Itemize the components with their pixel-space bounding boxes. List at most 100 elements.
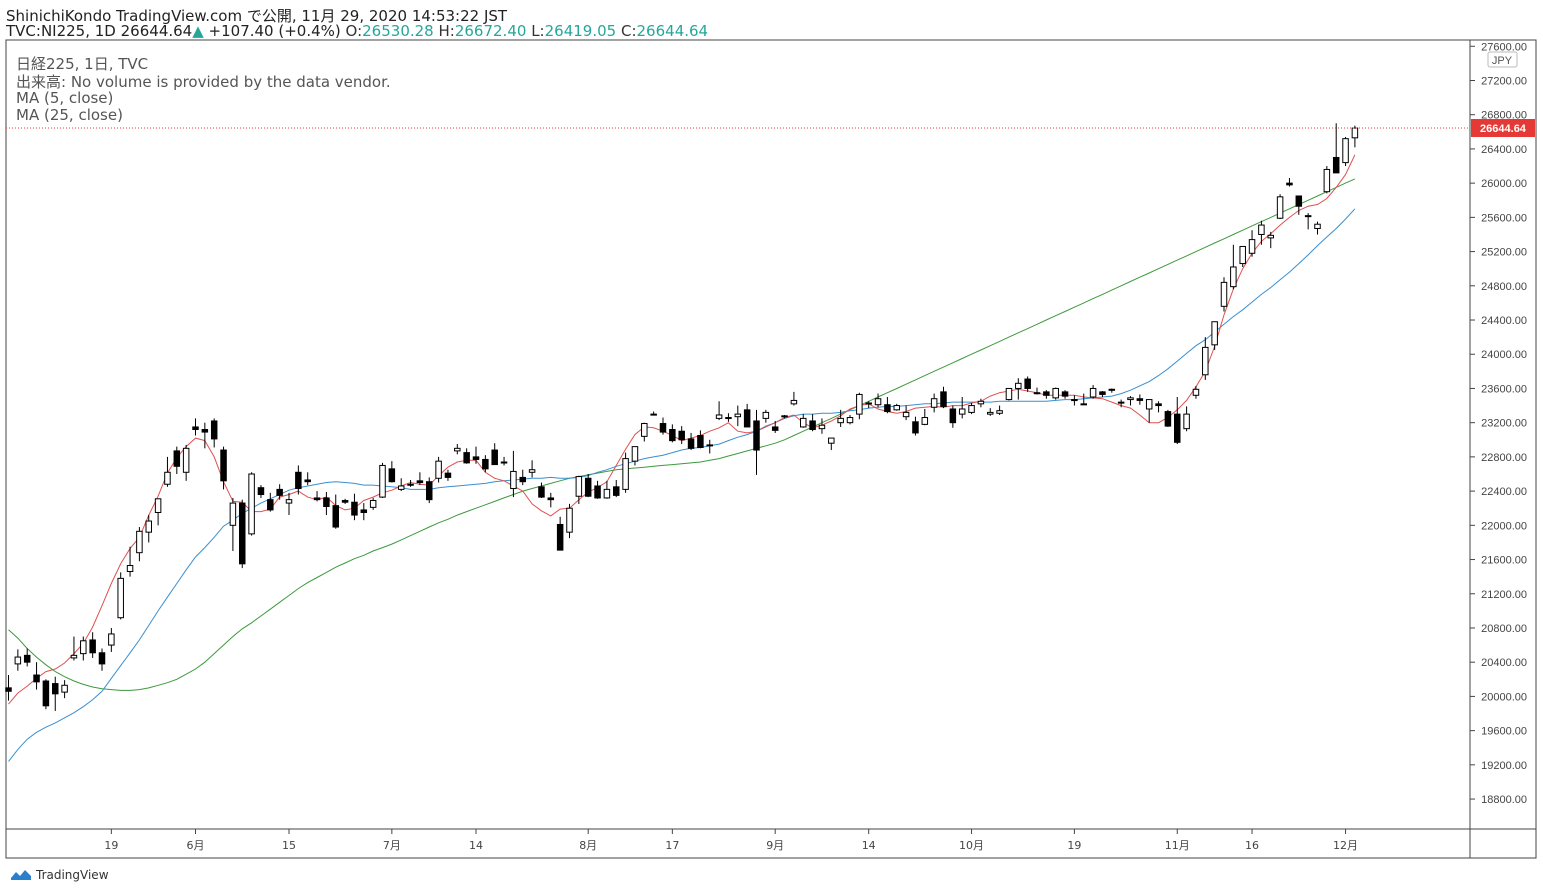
candle[interactable]: [641, 422, 648, 442]
candle[interactable]: [940, 386, 947, 409]
candle[interactable]: [239, 499, 246, 569]
candle[interactable]: [257, 485, 265, 498]
candle[interactable]: [182, 444, 190, 481]
candle[interactable]: [846, 414, 854, 425]
candle[interactable]: [42, 679, 50, 710]
candle[interactable]: [136, 527, 143, 562]
candle[interactable]: [1043, 390, 1050, 399]
candle[interactable]: [603, 480, 611, 499]
candle[interactable]: [70, 636, 78, 661]
candle[interactable]: [89, 632, 96, 658]
candle[interactable]: [332, 494, 339, 529]
candle[interactable]: [1089, 385, 1097, 399]
legend-title[interactable]: 日経225, 1日, TVC: [16, 55, 149, 73]
candle[interactable]: [117, 572, 124, 620]
candle[interactable]: [80, 636, 87, 661]
candle[interactable]: [220, 446, 227, 490]
legend-ma25[interactable]: MA (25, close): [16, 106, 123, 124]
candle[interactable]: [285, 492, 293, 516]
candle[interactable]: [1033, 387, 1041, 395]
candle[interactable]: [622, 452, 629, 493]
candle[interactable]: [426, 477, 433, 504]
candle[interactable]: [1258, 220, 1265, 245]
candle[interactable]: [5, 675, 12, 701]
candle[interactable]: [14, 649, 22, 671]
candle[interactable]: [893, 403, 900, 411]
candle[interactable]: [472, 446, 480, 464]
candle[interactable]: [341, 498, 349, 504]
candle[interactable]: [491, 443, 498, 466]
candle[interactable]: [1117, 399, 1125, 408]
candle[interactable]: [201, 422, 209, 449]
candle[interactable]: [1061, 390, 1069, 399]
candle[interactable]: [1276, 194, 1284, 220]
candle[interactable]: [1024, 376, 1031, 392]
candle[interactable]: [1202, 337, 1209, 380]
candle[interactable]: [98, 648, 106, 671]
candle[interactable]: [154, 498, 162, 526]
legend-ma5[interactable]: MA (5, close): [16, 89, 114, 107]
candle[interactable]: [1127, 396, 1134, 406]
candle[interactable]: [229, 497, 237, 551]
candle[interactable]: [800, 414, 807, 428]
candle[interactable]: [987, 408, 994, 416]
candle[interactable]: [1220, 277, 1228, 312]
candle[interactable]: [1239, 245, 1246, 267]
candle[interactable]: [1267, 231, 1274, 249]
candle[interactable]: [874, 393, 882, 408]
candle[interactable]: [1192, 385, 1200, 399]
candle[interactable]: [351, 493, 358, 521]
candle[interactable]: [650, 411, 657, 416]
candle[interactable]: [613, 479, 620, 498]
candle[interactable]: [1015, 378, 1022, 400]
tradingview-footer[interactable]: TradingView: [10, 868, 109, 882]
candle[interactable]: [884, 397, 891, 414]
candle[interactable]: [1295, 195, 1303, 215]
candle[interactable]: [33, 662, 40, 690]
candle[interactable]: [631, 446, 639, 466]
candle[interactable]: [173, 446, 181, 474]
candle[interactable]: [397, 478, 405, 492]
candle[interactable]: [865, 401, 872, 409]
legend-volume[interactable]: 出来高: No volume is provided by the data v…: [16, 73, 391, 91]
candle[interactable]: [313, 491, 321, 502]
candle[interactable]: [594, 480, 601, 499]
candle[interactable]: [435, 456, 442, 483]
candle[interactable]: [958, 397, 966, 419]
candle[interactable]: [388, 461, 396, 483]
candle[interactable]: [856, 392, 863, 420]
candle[interactable]: [510, 450, 517, 498]
candle[interactable]: [61, 680, 68, 699]
candle[interactable]: [1286, 178, 1293, 187]
candle[interactable]: [912, 416, 919, 436]
candle[interactable]: [519, 469, 526, 486]
candle[interactable]: [968, 402, 975, 415]
candle[interactable]: [556, 516, 564, 551]
candle[interactable]: [949, 405, 957, 428]
candle[interactable]: [304, 472, 311, 486]
candle[interactable]: [463, 448, 470, 464]
candle[interactable]: [407, 479, 414, 487]
candle[interactable]: [323, 491, 330, 516]
candle[interactable]: [454, 444, 461, 455]
candle[interactable]: [818, 418, 826, 434]
candle[interactable]: [725, 413, 732, 422]
candle[interactable]: [1342, 136, 1349, 167]
candle[interactable]: [1145, 399, 1153, 423]
candle[interactable]: [482, 455, 489, 473]
candle[interactable]: [687, 432, 695, 451]
candle[interactable]: [1230, 244, 1237, 290]
candle[interactable]: [1155, 401, 1162, 413]
candle[interactable]: [1211, 321, 1218, 350]
candle[interactable]: [379, 462, 386, 498]
candle[interactable]: [977, 398, 985, 408]
candle[interactable]: [697, 430, 704, 449]
candle[interactable]: [1099, 391, 1106, 398]
candle[interactable]: [1314, 221, 1321, 235]
candle[interactable]: [108, 627, 115, 652]
candle[interactable]: [771, 420, 779, 433]
candle[interactable]: [416, 472, 424, 486]
symbol-label[interactable]: TVC:NI225, 1D: [6, 22, 116, 40]
candle[interactable]: [781, 414, 788, 419]
